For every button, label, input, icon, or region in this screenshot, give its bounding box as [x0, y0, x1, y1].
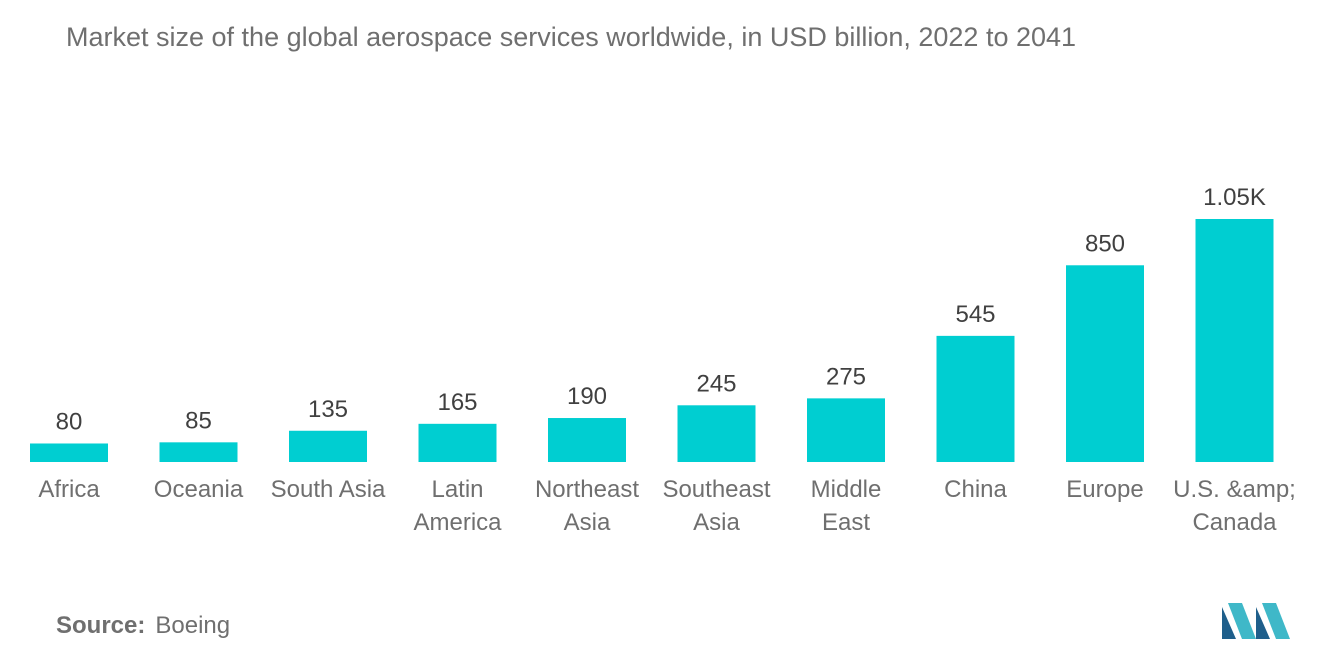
bars-group	[30, 219, 1274, 462]
source-note: Source: Boeing	[56, 612, 230, 640]
bar-value-label: 85	[185, 407, 212, 434]
bar	[677, 405, 756, 462]
bar	[1066, 265, 1144, 462]
bar-chart: 80 85 135 165 190 245 275 545 850 1.05K Africa Oce…	[30, 184, 1296, 536]
bar	[1195, 219, 1274, 462]
category-tick-label: Middle	[811, 476, 882, 503]
bar-value-label: 190	[567, 383, 607, 410]
bar	[289, 430, 367, 462]
bar-value-label: 850	[1085, 230, 1125, 257]
category-tick-label: U.S. &amp;	[1173, 476, 1296, 503]
bar	[807, 398, 885, 462]
chart-title: Market size of the global aerospace serv…	[66, 22, 1077, 52]
category-tick-label: Northeast	[535, 476, 639, 503]
category-tick-label: Africa	[38, 476, 100, 503]
bar-value-label: 165	[437, 389, 477, 416]
category-tick-label: Oceania	[154, 476, 244, 503]
category-tick-label: America	[413, 509, 502, 536]
bar-value-label: 135	[308, 396, 348, 423]
bar-value-label: 545	[955, 301, 995, 328]
category-tick-label: Canada	[1192, 509, 1277, 536]
category-tick-label: Latin	[431, 476, 483, 503]
bar-value-label: 245	[696, 370, 736, 397]
bar	[936, 335, 1015, 462]
bar	[159, 442, 238, 462]
source-label: Source:	[56, 612, 146, 639]
category-tick-label: Southeast	[662, 476, 770, 503]
bar	[548, 418, 626, 462]
category-tick-label: China	[944, 476, 1007, 503]
bar-value-label: 1.05K	[1203, 184, 1266, 211]
category-tick-label: Asia	[693, 509, 740, 536]
bar-value-label: 275	[826, 363, 866, 390]
value-labels-group: 80 85 135 165 190 245 275 545 850 1.05K	[56, 184, 1266, 435]
category-labels-group: Africa Oceania South Asia Latin America North…	[38, 476, 1296, 536]
category-tick-label: South Asia	[271, 476, 386, 503]
mordor-logo-icon	[1222, 603, 1290, 639]
category-tick-label: East	[822, 509, 870, 536]
bar-value-label: 80	[56, 408, 83, 435]
bar	[30, 443, 108, 462]
category-tick-label: Asia	[564, 509, 611, 536]
bar	[418, 423, 497, 462]
category-tick-label: Europe	[1066, 476, 1143, 503]
source-value: Boeing	[155, 612, 231, 639]
